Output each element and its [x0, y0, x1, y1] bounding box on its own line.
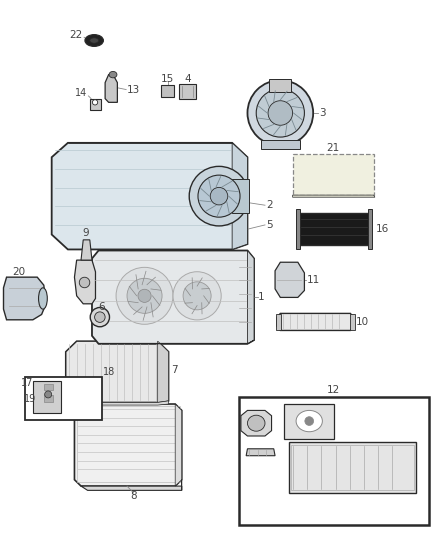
Text: 13: 13: [127, 85, 140, 94]
Polygon shape: [105, 75, 117, 102]
Circle shape: [95, 312, 105, 322]
Text: 3: 3: [319, 108, 325, 118]
Circle shape: [183, 282, 211, 310]
Ellipse shape: [90, 38, 99, 43]
Bar: [293, 154, 374, 195]
Text: 17: 17: [21, 378, 33, 387]
Polygon shape: [241, 410, 272, 436]
Bar: [368, 209, 372, 249]
Text: 14: 14: [75, 88, 88, 98]
Bar: [179, 84, 196, 99]
Polygon shape: [232, 143, 247, 249]
Bar: [291, 445, 414, 490]
Polygon shape: [74, 404, 182, 486]
Circle shape: [116, 268, 173, 324]
Polygon shape: [81, 486, 182, 490]
Bar: [44, 395, 53, 402]
Bar: [90, 99, 101, 110]
Bar: [25, 377, 102, 420]
Bar: [350, 314, 355, 330]
Polygon shape: [77, 401, 169, 405]
Polygon shape: [74, 260, 95, 304]
Polygon shape: [293, 195, 375, 197]
Text: 10: 10: [356, 317, 369, 327]
Polygon shape: [247, 251, 254, 344]
Circle shape: [90, 308, 110, 327]
Text: 22: 22: [69, 30, 82, 39]
Circle shape: [79, 277, 90, 288]
Polygon shape: [52, 143, 247, 249]
Circle shape: [173, 272, 221, 320]
Bar: [269, 79, 291, 92]
Bar: [261, 140, 300, 149]
Bar: [289, 442, 416, 493]
Text: 19: 19: [24, 394, 36, 403]
Circle shape: [256, 89, 304, 137]
Text: 11: 11: [307, 275, 320, 285]
Text: 18: 18: [102, 367, 115, 377]
Bar: [161, 85, 174, 97]
Bar: [239, 397, 429, 525]
Bar: [296, 209, 300, 249]
Circle shape: [268, 101, 293, 125]
Polygon shape: [66, 341, 169, 402]
Polygon shape: [81, 240, 92, 260]
Text: 7: 7: [171, 366, 178, 375]
Text: 1: 1: [258, 293, 265, 302]
Polygon shape: [92, 251, 254, 344]
Bar: [298, 213, 370, 245]
Circle shape: [305, 417, 314, 425]
Ellipse shape: [109, 71, 117, 78]
Polygon shape: [4, 277, 46, 320]
Text: 8: 8: [130, 491, 137, 500]
Text: 6: 6: [99, 302, 106, 312]
Circle shape: [138, 289, 151, 302]
Circle shape: [247, 80, 313, 146]
Bar: [276, 314, 281, 330]
Bar: [33, 381, 61, 413]
Text: 20: 20: [12, 267, 25, 277]
Text: 9: 9: [82, 229, 89, 238]
Circle shape: [210, 188, 228, 205]
Ellipse shape: [296, 410, 322, 432]
Text: 5: 5: [266, 220, 273, 230]
Circle shape: [198, 175, 240, 217]
Bar: [284, 404, 334, 439]
Circle shape: [127, 278, 162, 313]
Polygon shape: [99, 340, 254, 344]
Polygon shape: [277, 313, 354, 330]
Text: 15: 15: [161, 74, 174, 84]
Text: 12: 12: [327, 385, 340, 395]
Polygon shape: [175, 404, 182, 490]
Circle shape: [189, 166, 249, 226]
Polygon shape: [275, 262, 304, 297]
Ellipse shape: [85, 35, 103, 46]
Text: 2: 2: [266, 200, 273, 210]
Bar: [232, 179, 249, 213]
Text: 4: 4: [184, 74, 191, 84]
Bar: [77, 406, 180, 482]
Ellipse shape: [247, 415, 265, 431]
Text: 16: 16: [376, 224, 389, 234]
Bar: [44, 384, 53, 390]
Polygon shape: [158, 341, 169, 402]
Text: 21: 21: [326, 143, 339, 153]
Circle shape: [45, 391, 52, 398]
Polygon shape: [246, 449, 275, 456]
Circle shape: [92, 100, 98, 105]
Ellipse shape: [39, 288, 47, 309]
